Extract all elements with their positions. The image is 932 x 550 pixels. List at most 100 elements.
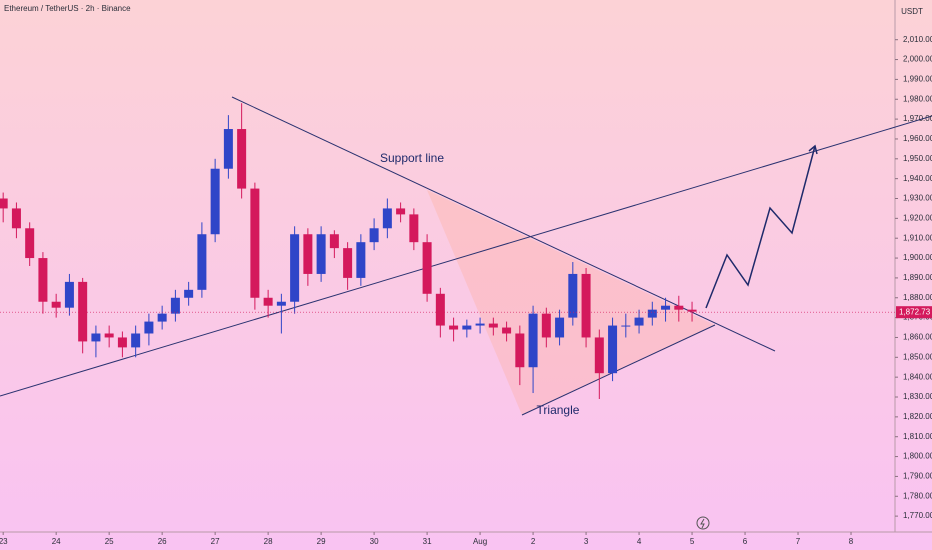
y-tick-label: 1,820.00 <box>903 412 932 421</box>
candle-body <box>184 289 194 298</box>
y-tick-label: 1,800.00 <box>903 452 932 461</box>
y-tick-label: 1,810.00 <box>903 432 932 441</box>
y-tick-label: 1,980.00 <box>903 94 932 103</box>
candle-body <box>647 309 657 318</box>
y-tick-label: 1,890.00 <box>903 273 932 282</box>
x-tick-label: 24 <box>52 537 61 546</box>
x-tick-label: 7 <box>796 537 801 546</box>
candle-body <box>329 234 339 249</box>
projection-arrowhead <box>808 144 818 155</box>
candle-body <box>64 281 74 308</box>
y-tick-label: 1,780.00 <box>903 491 932 500</box>
candle-body <box>621 325 631 327</box>
chart-title: Ethereum / TetherUS · 2h · Binance <box>4 4 131 13</box>
y-tick-label: 2,010.00 <box>903 35 932 44</box>
y-tick-label: 2,000.00 <box>903 55 932 64</box>
annotation: Support line <box>380 151 444 165</box>
last-price-label: 1,872.73 <box>899 307 931 316</box>
candle-body <box>396 208 406 215</box>
y-tick-label: 1,920.00 <box>903 213 932 222</box>
candle-body <box>687 309 697 312</box>
candle-body <box>250 188 260 298</box>
candle-body <box>263 297 273 306</box>
y-tick-label: 1,940.00 <box>903 174 932 183</box>
y-tick-label: 1,860.00 <box>903 333 932 342</box>
candle-body <box>634 317 644 326</box>
candle-body <box>382 208 392 229</box>
candle-body <box>316 234 326 274</box>
candle-body <box>197 234 207 290</box>
candle-body <box>435 293 445 326</box>
candle-body <box>475 323 485 326</box>
candle-body <box>210 168 220 235</box>
y-tick-label: 1,850.00 <box>903 352 932 361</box>
projection-path <box>705 145 816 309</box>
x-tick-label: 26 <box>158 537 167 546</box>
currency-label: USDT <box>901 7 923 16</box>
candle-body <box>488 323 498 328</box>
candle-body <box>661 305 671 310</box>
candle-body <box>223 129 233 169</box>
resistance-line <box>231 96 776 352</box>
x-tick-label: 2 <box>531 537 536 546</box>
last-price-badge <box>896 306 932 319</box>
x-tick-label: 27 <box>211 537 220 546</box>
x-tick-label: 28 <box>264 537 273 546</box>
x-tick-label: 3 <box>584 537 589 546</box>
y-tick-label: 1,950.00 <box>903 154 932 163</box>
candle-body <box>38 258 48 302</box>
events-icon-bolt <box>700 518 705 529</box>
candle-body <box>170 297 180 314</box>
x-tick-label: 25 <box>105 537 114 546</box>
candle-body <box>356 242 366 278</box>
triangle-lower-line <box>521 324 716 416</box>
candle-body <box>502 327 512 334</box>
candles <box>0 103 697 399</box>
y-tick-label: 1,840.00 <box>903 372 932 381</box>
candle-body <box>462 325 472 330</box>
support-line <box>0 115 932 397</box>
candle-body <box>449 325 459 330</box>
y-tick-label: 1,910.00 <box>903 233 932 242</box>
events-icon[interactable] <box>696 516 710 530</box>
candle-body <box>594 337 604 374</box>
x-tick-label: Aug <box>473 537 487 546</box>
candle-body <box>528 313 538 368</box>
y-tick-label: 1,790.00 <box>903 472 932 481</box>
x-tick-label: 30 <box>370 537 379 546</box>
candle-body <box>91 333 101 342</box>
x-tick-label: 29 <box>317 537 326 546</box>
y-tick-label: 1,960.00 <box>903 134 932 143</box>
candle-body <box>0 198 8 209</box>
candle-body <box>568 273 578 318</box>
x-tick-label: 31 <box>423 537 432 546</box>
candle-body <box>369 228 379 243</box>
candle-body <box>104 333 114 338</box>
x-tick-label: 5 <box>690 537 695 546</box>
candle-body <box>51 301 61 308</box>
candle-body <box>276 301 286 306</box>
candle-body <box>608 325 618 374</box>
y-tick-label: 1,770.00 <box>903 511 932 520</box>
candle-body <box>581 273 591 338</box>
candle-body <box>674 305 684 310</box>
candle-body <box>541 313 551 338</box>
x-tick-label: 4 <box>637 537 642 546</box>
candle-body <box>237 129 247 189</box>
candle-body <box>131 333 141 348</box>
candle-body <box>290 234 300 302</box>
x-tick-label: 6 <box>743 537 748 546</box>
candle-body <box>144 321 154 334</box>
y-tick-label: 1,990.00 <box>903 75 932 84</box>
x-tick-label: 23 <box>0 537 8 546</box>
x-tick-label: 8 <box>849 537 854 546</box>
y-tick-label: 1,930.00 <box>903 194 932 203</box>
candle-body <box>117 337 127 348</box>
candle-body <box>409 214 419 243</box>
candle-body <box>303 234 313 274</box>
y-tick-label: 1,900.00 <box>903 253 932 262</box>
candle-body <box>343 248 353 278</box>
